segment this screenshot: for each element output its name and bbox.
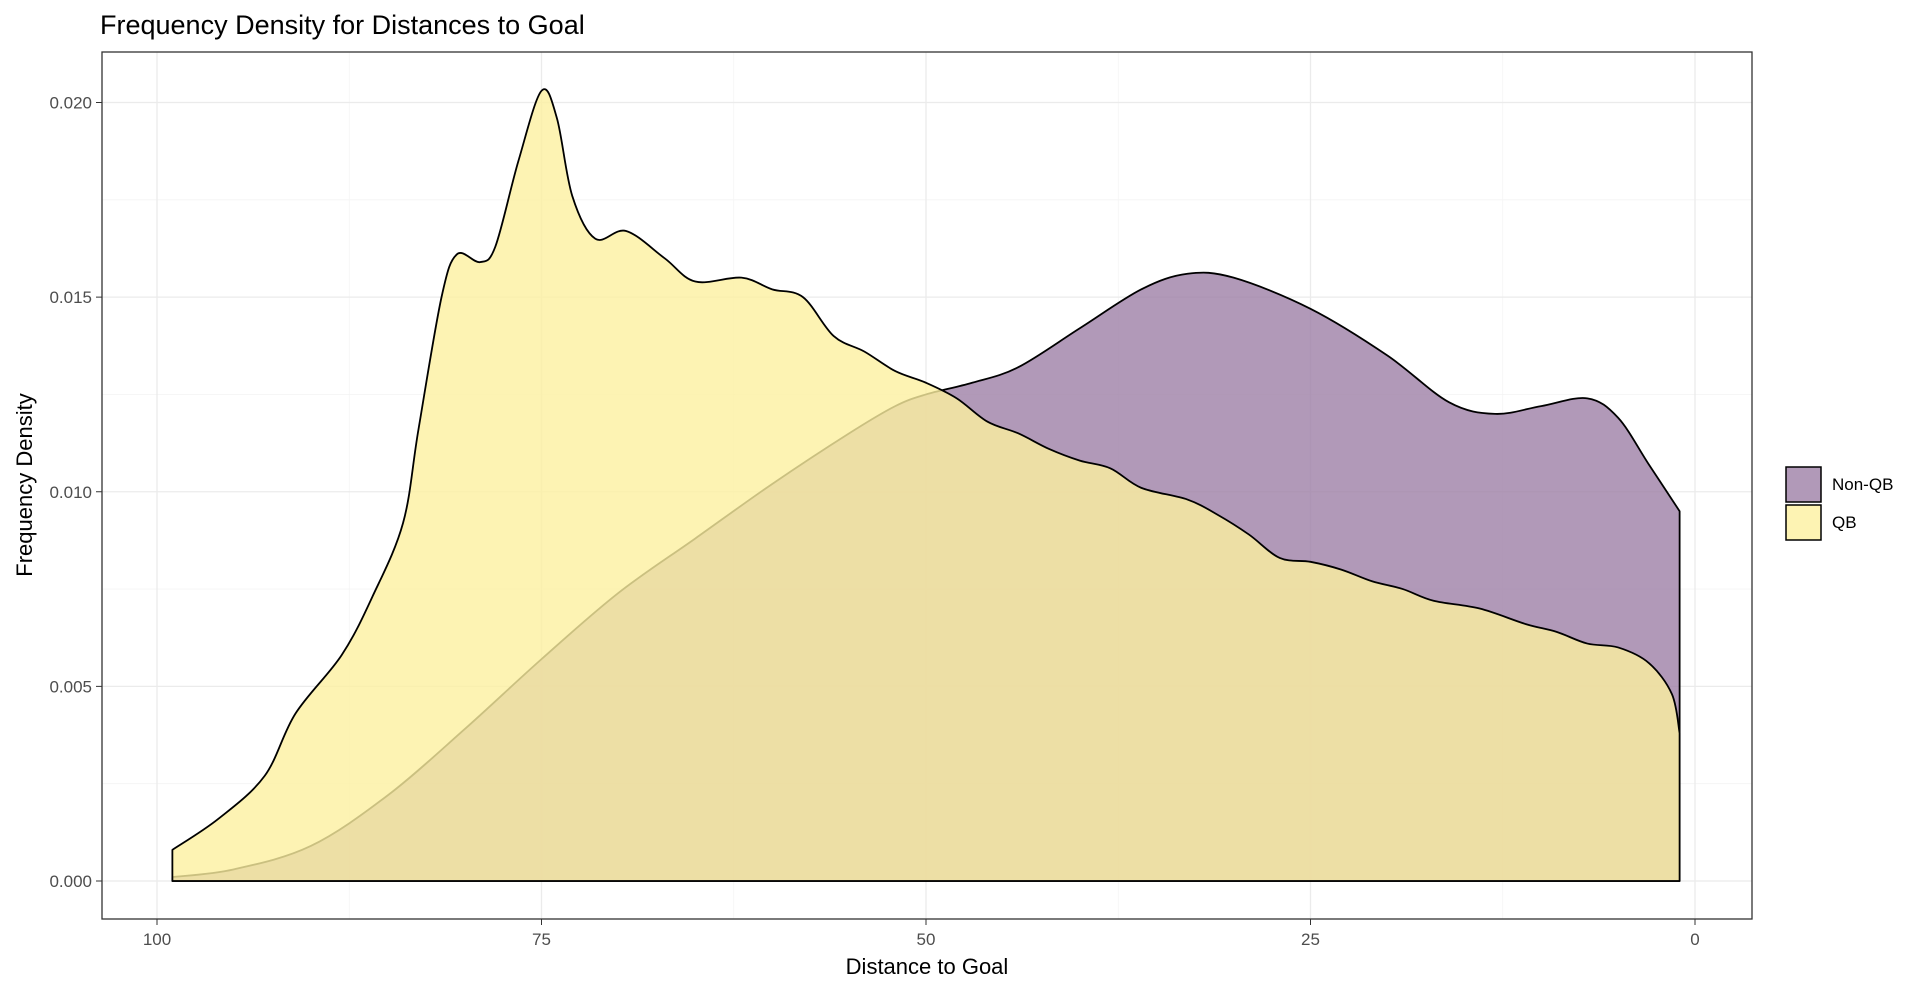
density-areas xyxy=(171,88,1681,882)
legend-label: Non-QB xyxy=(1832,475,1893,494)
y-axis-title: Frequency Density xyxy=(12,393,37,576)
y-axis: 0.000 0.005 0.010 0.015 0.020 xyxy=(49,94,102,891)
x-tick-label: 100 xyxy=(143,930,171,949)
y-tick-label: 0.020 xyxy=(49,94,92,113)
legend-label: QB xyxy=(1832,513,1857,532)
x-tick-label: 25 xyxy=(1301,930,1320,949)
x-tick-label: 50 xyxy=(917,930,936,949)
plot-panel xyxy=(101,51,1753,920)
chart-title: Frequency Density for Distances to Goal xyxy=(100,10,585,40)
legend-key-qb xyxy=(1785,504,1822,541)
x-tick-label: 75 xyxy=(532,930,551,949)
legend: Non-QB QB xyxy=(1785,466,1893,541)
y-tick-label: 0.015 xyxy=(49,288,92,307)
y-tick-label: 0.010 xyxy=(49,483,92,502)
y-tick-label: 0.000 xyxy=(49,872,92,891)
x-tick-label: 0 xyxy=(1690,930,1699,949)
legend-key-non-qb xyxy=(1785,466,1822,503)
x-axis-title: Distance to Goal xyxy=(846,954,1009,979)
y-tick-label: 0.005 xyxy=(49,677,92,696)
panel-border xyxy=(101,51,1753,920)
x-axis: 100 75 50 25 0 xyxy=(143,919,1700,949)
density-area-qb xyxy=(171,88,1681,882)
